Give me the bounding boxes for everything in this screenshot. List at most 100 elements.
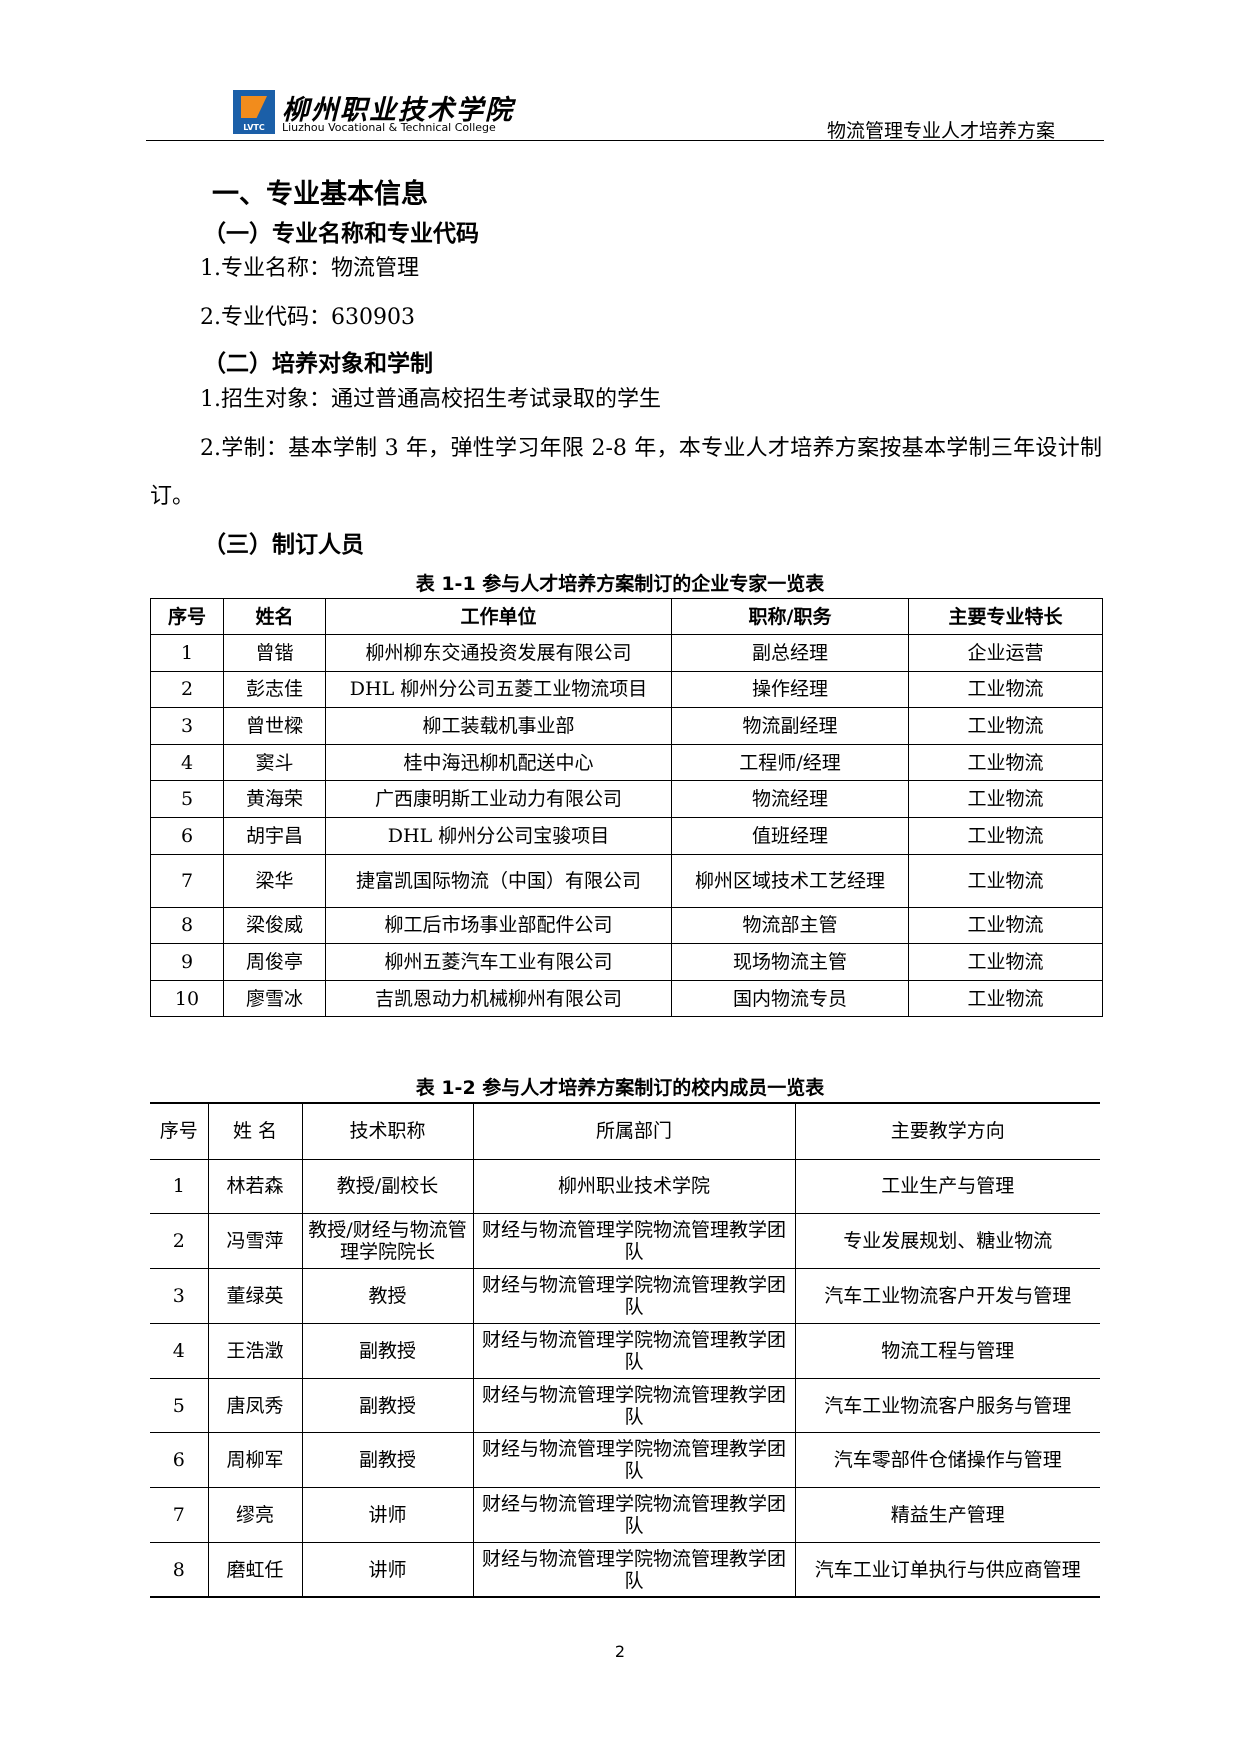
row: 2 冯雪萍 教授/财经与物流管理学院院长 财经与物流管理学院物流管理教学团队 专业发展规… [150,1213,1100,1270]
cell: 梁华 [223,853,326,908]
cell: 柳州职业技术学院 [472,1159,796,1215]
row: 10 廖雪冰 吉凯恩动力机械柳州有限公司 国内物流专员 工业物流 [150,979,1103,1018]
row: 5 黄海荣 广西康明斯工业动力有限公司 物流经理 工业物流 [150,780,1103,818]
cell: 财经与物流管理学院物流管理教学团队 [472,1323,796,1379]
row: 5 唐凤秀 副教授 财经与物流管理学院物流管理教学团队 汽车工业物流客户服务与管理 [150,1378,1100,1434]
cell: 廖雪冰 [223,979,326,1018]
cell: 周俊亭 [223,943,326,981]
cell: 工程师/经理 [671,743,909,782]
row: 6 胡宇昌 DHL 柳州分公司宝骏项目 值班经理 工业物流 [150,816,1103,855]
subsection-title: （一）专业名称和专业代码 [203,221,479,247]
cell: 曾世樑 [223,707,326,745]
cell: 6 [150,1432,209,1489]
cell: 操作经理 [671,670,909,709]
cell: 财经与物流管理学院物流管理教学团队 [472,1432,796,1489]
header-cell: 主要教学方向 [794,1103,1100,1160]
header-cell: 序号 [150,1103,209,1160]
cell: 企业运营 [908,634,1103,672]
cell: 4 [150,743,224,782]
cell: 胡宇昌 [223,816,326,855]
row: 3 董绿英 教授 财经与物流管理学院物流管理教学团队 汽车工业物流客户开发与管理 [150,1268,1100,1324]
cell: 现场物流主管 [671,943,909,981]
cell: 林若森 [207,1159,303,1215]
cell: DHL 柳州分公司五菱工业物流项目 [325,670,672,709]
cell: 7 [150,853,224,908]
cell: 曾锴 [223,634,326,672]
paragraph: 1.专业名称：物流管理 [200,256,419,281]
cell: 8 [150,906,224,945]
cell: 桂中海迅柳机配送中心 [325,743,672,782]
row: 7 梁华 捷富凯国际物流（中国）有限公司 柳州区域技术工艺经理 工业物流 [150,853,1103,908]
cell: 财经与物流管理学院物流管理教学团队 [472,1378,796,1434]
cell: 讲师 [301,1542,474,1598]
cell: 黄海荣 [223,780,326,818]
logo-mark: LVTC [233,90,275,134]
cell: 教授 [301,1268,474,1324]
cell: 10 [150,979,224,1018]
cell: 3 [150,707,224,745]
cell: 董绿英 [207,1268,303,1324]
subsection-title: （二）培养对象和学制 [203,351,433,377]
cell: 6 [150,816,224,855]
cell: 副教授 [301,1432,474,1489]
cell: 彭志佳 [223,670,326,709]
row: 1 曾锴 柳州柳东交通投资发展有限公司 副总经理 企业运营 [150,634,1103,672]
cell: 柳州五菱汽车工业有限公司 [325,943,672,981]
cell: 5 [150,780,224,818]
cell: 工业生产与管理 [794,1159,1100,1215]
cell: 副总经理 [671,634,909,672]
row: 1 林若森 教授/副校长 柳州职业技术学院 工业生产与管理 [150,1159,1100,1215]
cell: 3 [150,1268,209,1324]
cell: 财经与物流管理学院物流管理教学团队 [472,1213,796,1270]
cell: 工业物流 [908,743,1103,782]
cell: 值班经理 [671,816,909,855]
page-number: 2 [614,1642,626,1661]
cell: 汽车零部件仓储操作与管理 [794,1432,1100,1489]
cell: 唐凤秀 [207,1378,303,1434]
cell: 教授/财经与物流管理学院院长 [301,1213,474,1270]
cell: 物流工程与管理 [794,1323,1100,1379]
cell: 王浩澂 [207,1323,303,1379]
cell: 教授/副校长 [301,1159,474,1215]
cell: 国内物流专员 [671,979,909,1018]
cell: 工业物流 [908,853,1103,908]
section-title: 一、专业基本信息 [212,179,428,210]
header-cell: 工作单位 [325,598,672,635]
header-rule [146,140,1104,141]
cell: 专业发展规划、糖业物流 [794,1213,1100,1270]
cell: 广西康明斯工业动力有限公司 [325,780,672,818]
row: 4 窦斗 桂中海迅柳机配送中心 工程师/经理 工业物流 [150,743,1103,782]
logo-en: Liuzhou Vocational & Technical College [282,121,496,134]
cell: 周柳军 [207,1432,303,1489]
cell: 工业物流 [908,979,1103,1018]
row: 8 磨虹任 讲师 财经与物流管理学院物流管理教学团队 汽车工业订单执行与供应商管理 [150,1542,1100,1598]
cell: 财经与物流管理学院物流管理教学团队 [472,1487,796,1544]
row: 7 缪亮 讲师 财经与物流管理学院物流管理教学团队 精益生产管理 [150,1487,1100,1544]
header-cell: 主要专业特长 [908,598,1103,635]
cell: 副教授 [301,1378,474,1434]
header-cell: 职称/职务 [671,598,909,635]
table-caption: 表 1-2 参与人才培养方案制订的校内成员一览表 [415,1077,825,1099]
cell: 8 [150,1542,209,1598]
cell: 汽车工业订单执行与供应商管理 [794,1542,1100,1598]
cell: 工业物流 [908,816,1103,855]
row: 6 周柳军 副教授 财经与物流管理学院物流管理教学团队 汽车零部件仓储操作与管理 [150,1432,1100,1489]
cell: 汽车工业物流客户服务与管理 [794,1378,1100,1434]
cell: 副教授 [301,1323,474,1379]
row: 8 梁俊威 柳工后市场事业部配件公司 物流部主管 工业物流 [150,906,1103,945]
cell: 财经与物流管理学院物流管理教学团队 [472,1268,796,1324]
cell: 冯雪萍 [207,1213,303,1270]
cell: 1 [150,634,224,672]
cell: 7 [150,1487,209,1544]
cell: 4 [150,1323,209,1379]
cell: 物流副经理 [671,707,909,745]
cell: 2 [150,1213,209,1270]
table: 序号 姓名 工作单位 职称/职务 主要专业特长 1 曾锴 柳州柳东交通投资发展有限公司 副总经理… [150,598,1103,1018]
paragraph: 2.专业代码：630903 [200,305,415,330]
cell: 缪亮 [207,1487,303,1544]
table: 序号姓 名技术职称 所属部门 主要教学方向 1 林若森 教授/副校长 柳州职业技术学院 工业生… [150,1102,1100,1599]
cell: 5 [150,1378,209,1434]
cell: 物流部主管 [671,906,909,945]
doc-title: 物流管理专业人才培养方案 [826,120,1055,142]
